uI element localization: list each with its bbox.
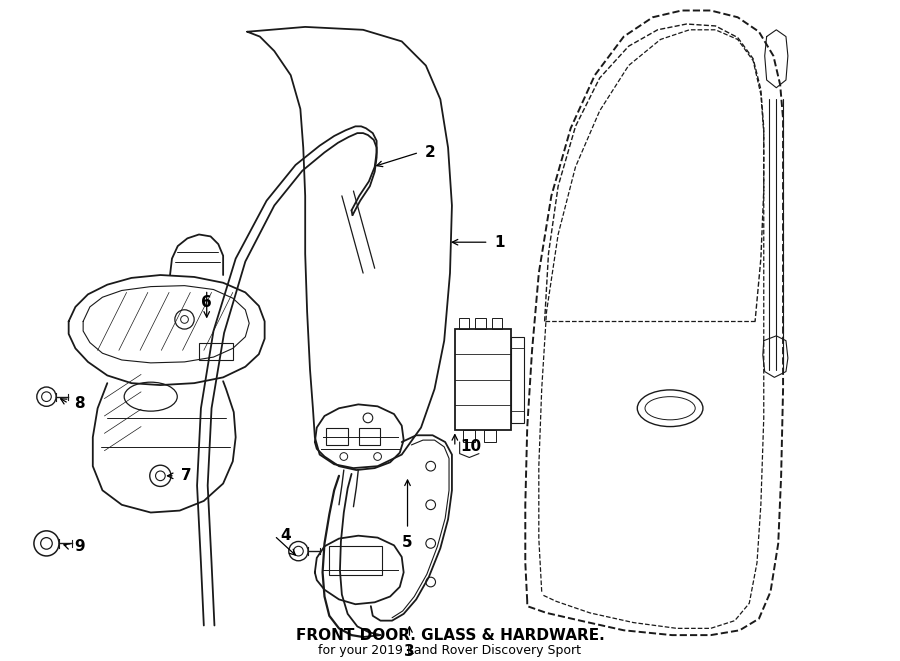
Text: 5: 5 bbox=[402, 535, 413, 550]
Bar bbox=[327, 428, 347, 445]
Bar bbox=[329, 546, 382, 575]
Text: FRONT DOOR. GLASS & HARDWARE.: FRONT DOOR. GLASS & HARDWARE. bbox=[295, 629, 605, 643]
Text: 10: 10 bbox=[461, 440, 482, 454]
Bar bbox=[459, 317, 469, 329]
Bar bbox=[484, 430, 496, 442]
Text: 7: 7 bbox=[181, 469, 192, 483]
Text: 6: 6 bbox=[202, 295, 212, 310]
Bar bbox=[491, 317, 502, 329]
Text: 8: 8 bbox=[75, 396, 86, 411]
Text: 1: 1 bbox=[494, 235, 505, 250]
Text: 9: 9 bbox=[75, 539, 86, 554]
Bar bbox=[359, 428, 381, 445]
Text: 4: 4 bbox=[280, 528, 291, 543]
Bar bbox=[454, 329, 511, 430]
Bar bbox=[511, 337, 525, 423]
Text: for your 2019 Land Rover Discovery Sport: for your 2019 Land Rover Discovery Sport bbox=[319, 644, 581, 657]
Bar bbox=[199, 342, 233, 360]
Bar bbox=[475, 317, 486, 329]
Bar bbox=[463, 430, 475, 442]
Text: 3: 3 bbox=[404, 644, 415, 659]
Text: 2: 2 bbox=[425, 145, 436, 160]
